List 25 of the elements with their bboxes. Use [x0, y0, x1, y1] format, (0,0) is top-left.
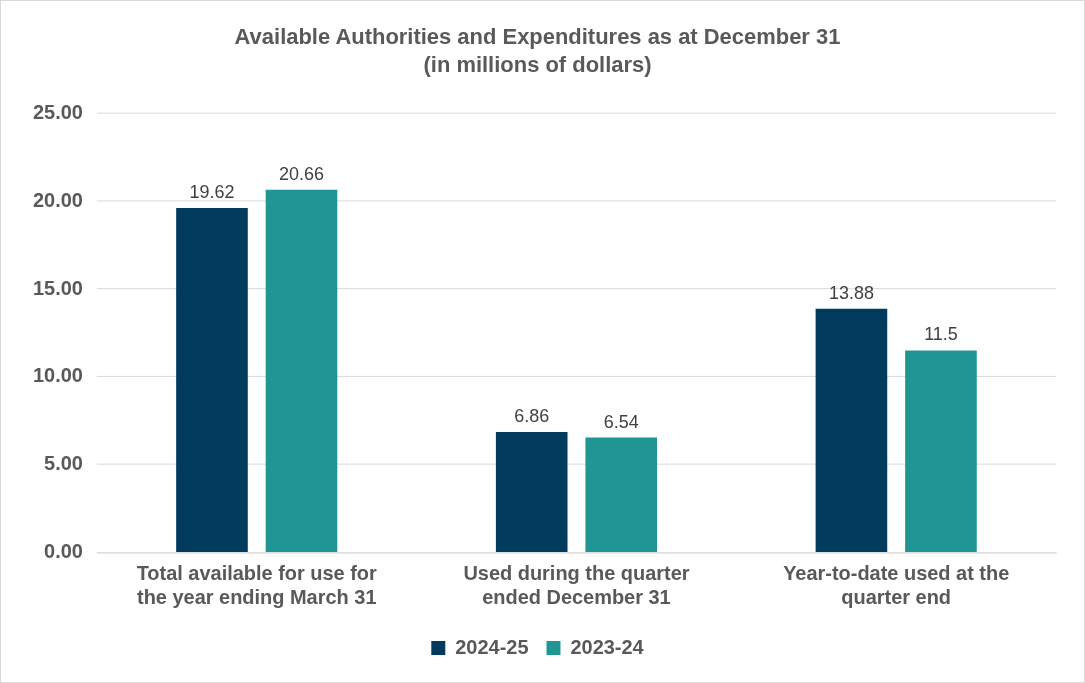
y-tick-label: 10.00 [32, 364, 83, 387]
data-label: 20.66 [279, 163, 324, 184]
bar [815, 308, 888, 552]
y-tick-label: 15.00 [32, 276, 83, 299]
y-tick-label: 20.00 [32, 188, 83, 211]
x-tick-label: Total available for use for the year ending March 31 [136, 561, 378, 608]
data-label: 6.54 [603, 411, 639, 432]
data-label: 6.86 [514, 405, 550, 426]
data-label: 11.5 [924, 324, 958, 345]
chart-subtitle: (in millions of dollars) [423, 52, 652, 78]
bar [585, 437, 658, 552]
legend-label: 2023-24 [570, 635, 644, 658]
bar [495, 431, 568, 552]
data-label: 13.88 [828, 282, 874, 303]
y-tick-label: 0.00 [44, 539, 83, 562]
y-tick-label: 5.00 [44, 452, 83, 475]
legend-label: 2024-25 [455, 635, 529, 658]
chart-title: Available Authorities and Expenditures as at December 31 [234, 24, 841, 50]
bar [176, 207, 248, 552]
bar [265, 189, 338, 552]
x-tick-label: Year-to-date used at the quarter end [783, 561, 1010, 608]
x-tick-label: Used during the quarter ended December 31 [463, 561, 690, 608]
data-label: 19.62 [189, 181, 235, 202]
bar [905, 350, 977, 552]
y-tick-label: 25.00 [32, 100, 83, 123]
